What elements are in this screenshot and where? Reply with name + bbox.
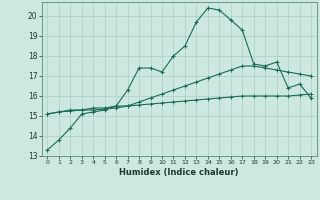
X-axis label: Humidex (Indice chaleur): Humidex (Indice chaleur) <box>119 168 239 177</box>
